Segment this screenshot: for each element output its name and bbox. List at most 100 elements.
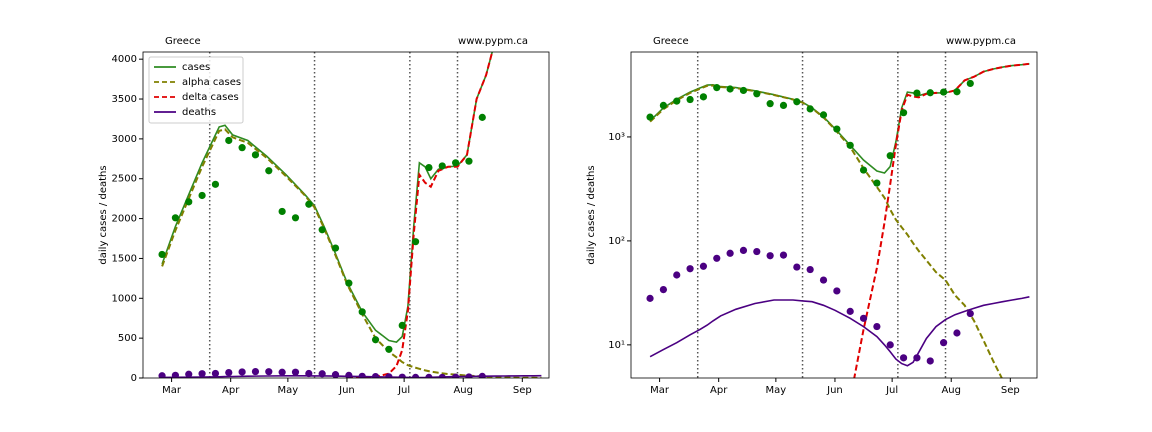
chart-subtitle: www.pypm.ca: [458, 36, 528, 47]
data-point: [686, 95, 694, 104]
x-tick-label: Aug: [453, 385, 473, 396]
data-point: [345, 279, 353, 287]
data-point: [385, 373, 393, 378]
data-point: [171, 371, 180, 378]
data-point: [411, 373, 420, 378]
data-point: [171, 214, 180, 222]
data-point: [438, 162, 446, 170]
series-line: [161, 52, 494, 343]
data-point: [211, 180, 220, 188]
data-point: [886, 341, 894, 349]
legend: cases alpha cases delta cases deaths: [148, 56, 244, 124]
data-point: [465, 373, 473, 378]
data-point: [318, 226, 326, 234]
x-tick-label: Sep: [1001, 385, 1020, 396]
data-point: [478, 372, 486, 378]
axes-frame: [142, 51, 550, 379]
y-tick-label: 2500: [112, 174, 137, 185]
data-point: [265, 167, 273, 175]
data-point: [713, 84, 721, 92]
data-point: [646, 294, 654, 302]
x-tick-label: Mar: [162, 385, 182, 396]
data-point: [926, 89, 934, 97]
data-point: [425, 373, 433, 378]
data-point: [873, 322, 881, 331]
data-point: [766, 252, 774, 260]
data-point: [358, 372, 366, 378]
data-point: [318, 370, 326, 378]
x-tick-label: May: [278, 385, 299, 396]
data-point: [833, 287, 841, 295]
data-point: [251, 151, 260, 159]
data-point: [452, 159, 460, 167]
data-point: [278, 368, 286, 376]
x-tick-label: Jun: [826, 385, 843, 396]
data-point: [291, 368, 300, 376]
data-point: [753, 90, 761, 98]
data-point: [452, 373, 460, 378]
data-point: [425, 163, 433, 172]
data-point: [819, 276, 828, 284]
data-point: [899, 109, 908, 117]
chart-subtitle: www.pypm.ca: [946, 36, 1016, 47]
data-point: [966, 309, 974, 318]
data-point: [238, 368, 246, 376]
y-tick-label: 1000: [112, 293, 137, 304]
data-point: [766, 100, 774, 108]
series-line: [649, 84, 1003, 378]
plot-area: [646, 52, 1030, 378]
plot-area: [158, 52, 542, 378]
data-point: [211, 369, 220, 378]
data-point: [185, 198, 193, 206]
data-point: [385, 345, 393, 353]
data-point: [411, 238, 420, 246]
y-tick-label: 2000: [112, 214, 137, 225]
data-point: [713, 254, 721, 262]
data-point: [225, 368, 233, 377]
data-point: [438, 373, 446, 378]
data-point: [158, 250, 166, 259]
data-point: [465, 157, 473, 165]
x-tick-label: Apr: [710, 385, 728, 396]
x-tick-label: Jul: [397, 385, 410, 396]
data-point: [371, 372, 380, 378]
data-point: [371, 336, 380, 344]
data-point: [345, 371, 353, 378]
data-point: [331, 371, 340, 378]
legend-label: cases: [182, 62, 210, 73]
data-point: [873, 179, 881, 187]
data-point: [291, 214, 300, 222]
series-line: [161, 128, 542, 378]
data-point: [793, 263, 801, 271]
data-point: [779, 101, 788, 110]
y-tick-label: 3000: [112, 134, 137, 145]
data-point: [940, 339, 948, 347]
y-tick-label: 500: [118, 333, 137, 344]
data-point: [158, 372, 166, 378]
legend-label: deaths: [182, 107, 216, 118]
data-point: [753, 247, 761, 256]
data-point: [859, 314, 868, 322]
data-point: [833, 125, 841, 133]
data-point: [793, 98, 801, 106]
data-point: [225, 136, 233, 145]
y-tick-label: 10¹: [608, 340, 625, 351]
series-line: [853, 62, 1030, 378]
chart-title: Greece: [653, 36, 689, 47]
data-point: [398, 373, 406, 378]
x-tick-label: Apr: [222, 385, 240, 396]
series-line: [649, 296, 1030, 367]
y-tick-label: 0: [131, 373, 137, 384]
legend-label: alpha cases: [182, 77, 241, 88]
chart-title: Greece: [165, 36, 201, 47]
data-point: [673, 271, 681, 279]
series-line: [346, 52, 494, 378]
data-point: [278, 207, 286, 216]
data-point: [673, 97, 681, 105]
data-point: [953, 329, 961, 337]
y-axis-label: daily cases / deaths: [586, 165, 597, 264]
data-point: [953, 88, 961, 96]
x-tick-label: Aug: [941, 385, 961, 396]
panel: Greece www.pypm.ca daily cases / deaths Mar…: [586, 36, 1038, 396]
data-point: [659, 101, 668, 110]
